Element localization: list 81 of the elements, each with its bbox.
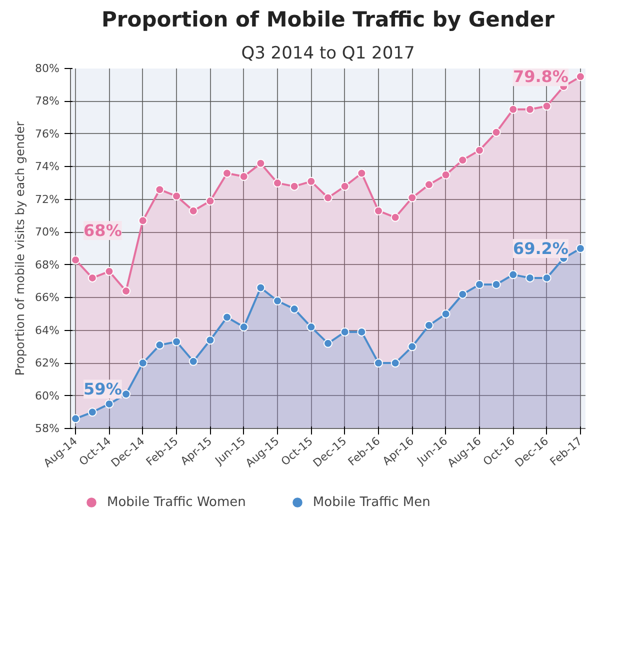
point [340,182,350,191]
point [508,270,518,280]
y-tick-label: 60% [35,389,60,402]
point [88,273,97,282]
point [138,216,148,226]
y-tick-label: 72% [35,192,60,206]
point [474,146,484,155]
point [492,280,501,289]
point [324,338,332,348]
point [71,414,80,424]
point [206,196,215,206]
y-tick-label: 76% [35,127,60,140]
point [88,408,97,417]
point [474,280,484,289]
point [188,356,198,366]
y-axis-title: Proportion of mobile visits by each gender [13,121,28,376]
annotation: 69.2% [512,239,568,258]
point [458,156,468,165]
annotation: 68% [84,220,122,240]
point [256,158,266,168]
point [525,104,534,114]
chart-subtitle: Q3 2014 to Q1 2017 [241,44,415,64]
point [306,176,316,186]
annotation: 79.8% [512,67,568,86]
point [104,399,114,408]
point [525,273,534,282]
point [122,390,131,399]
point [188,206,198,216]
point [138,358,148,368]
legend-label: Mobile Traffic Men [312,494,430,510]
point [542,273,552,282]
point [324,193,332,202]
point [458,290,468,299]
point [441,309,450,318]
y-tick-label: 62% [35,356,60,370]
y-tick-label: 70% [35,226,60,239]
y-tick-label: 78% [35,94,60,108]
point [374,206,383,216]
y-tick-label: 64% [35,324,60,337]
point [104,266,114,276]
point [273,296,282,306]
y-tick-label: 80% [35,62,60,75]
point [408,342,417,352]
point [206,336,215,345]
point [424,180,434,190]
point [357,168,366,178]
y-tick-label: 58% [35,422,60,435]
point [576,244,585,253]
point [357,327,366,336]
point [441,170,450,180]
point [155,185,164,194]
point [340,327,350,336]
point [542,102,552,111]
point [390,358,400,368]
point [222,312,232,322]
point [172,192,182,201]
point [222,168,232,178]
point [155,340,164,350]
point [390,212,400,222]
y-tick-label: 68% [35,258,60,272]
point [290,182,299,191]
point [508,104,518,114]
point [172,337,182,346]
point [576,72,585,82]
y-tick-label: 74% [35,160,60,174]
point [306,322,316,332]
annotation: 59% [84,380,122,399]
point [424,320,434,330]
chart-title: Proportion of Mobile Traffic by Gender [102,8,556,32]
point [273,178,282,188]
point [239,322,248,332]
point [239,172,248,181]
point [492,128,501,137]
point [71,255,80,264]
point [122,286,131,296]
y-tick-label: 66% [35,291,60,304]
point [290,304,299,314]
point [408,193,417,202]
point [374,358,383,368]
point [256,283,266,292]
legend-label: Mobile Traffic Women [107,494,246,510]
